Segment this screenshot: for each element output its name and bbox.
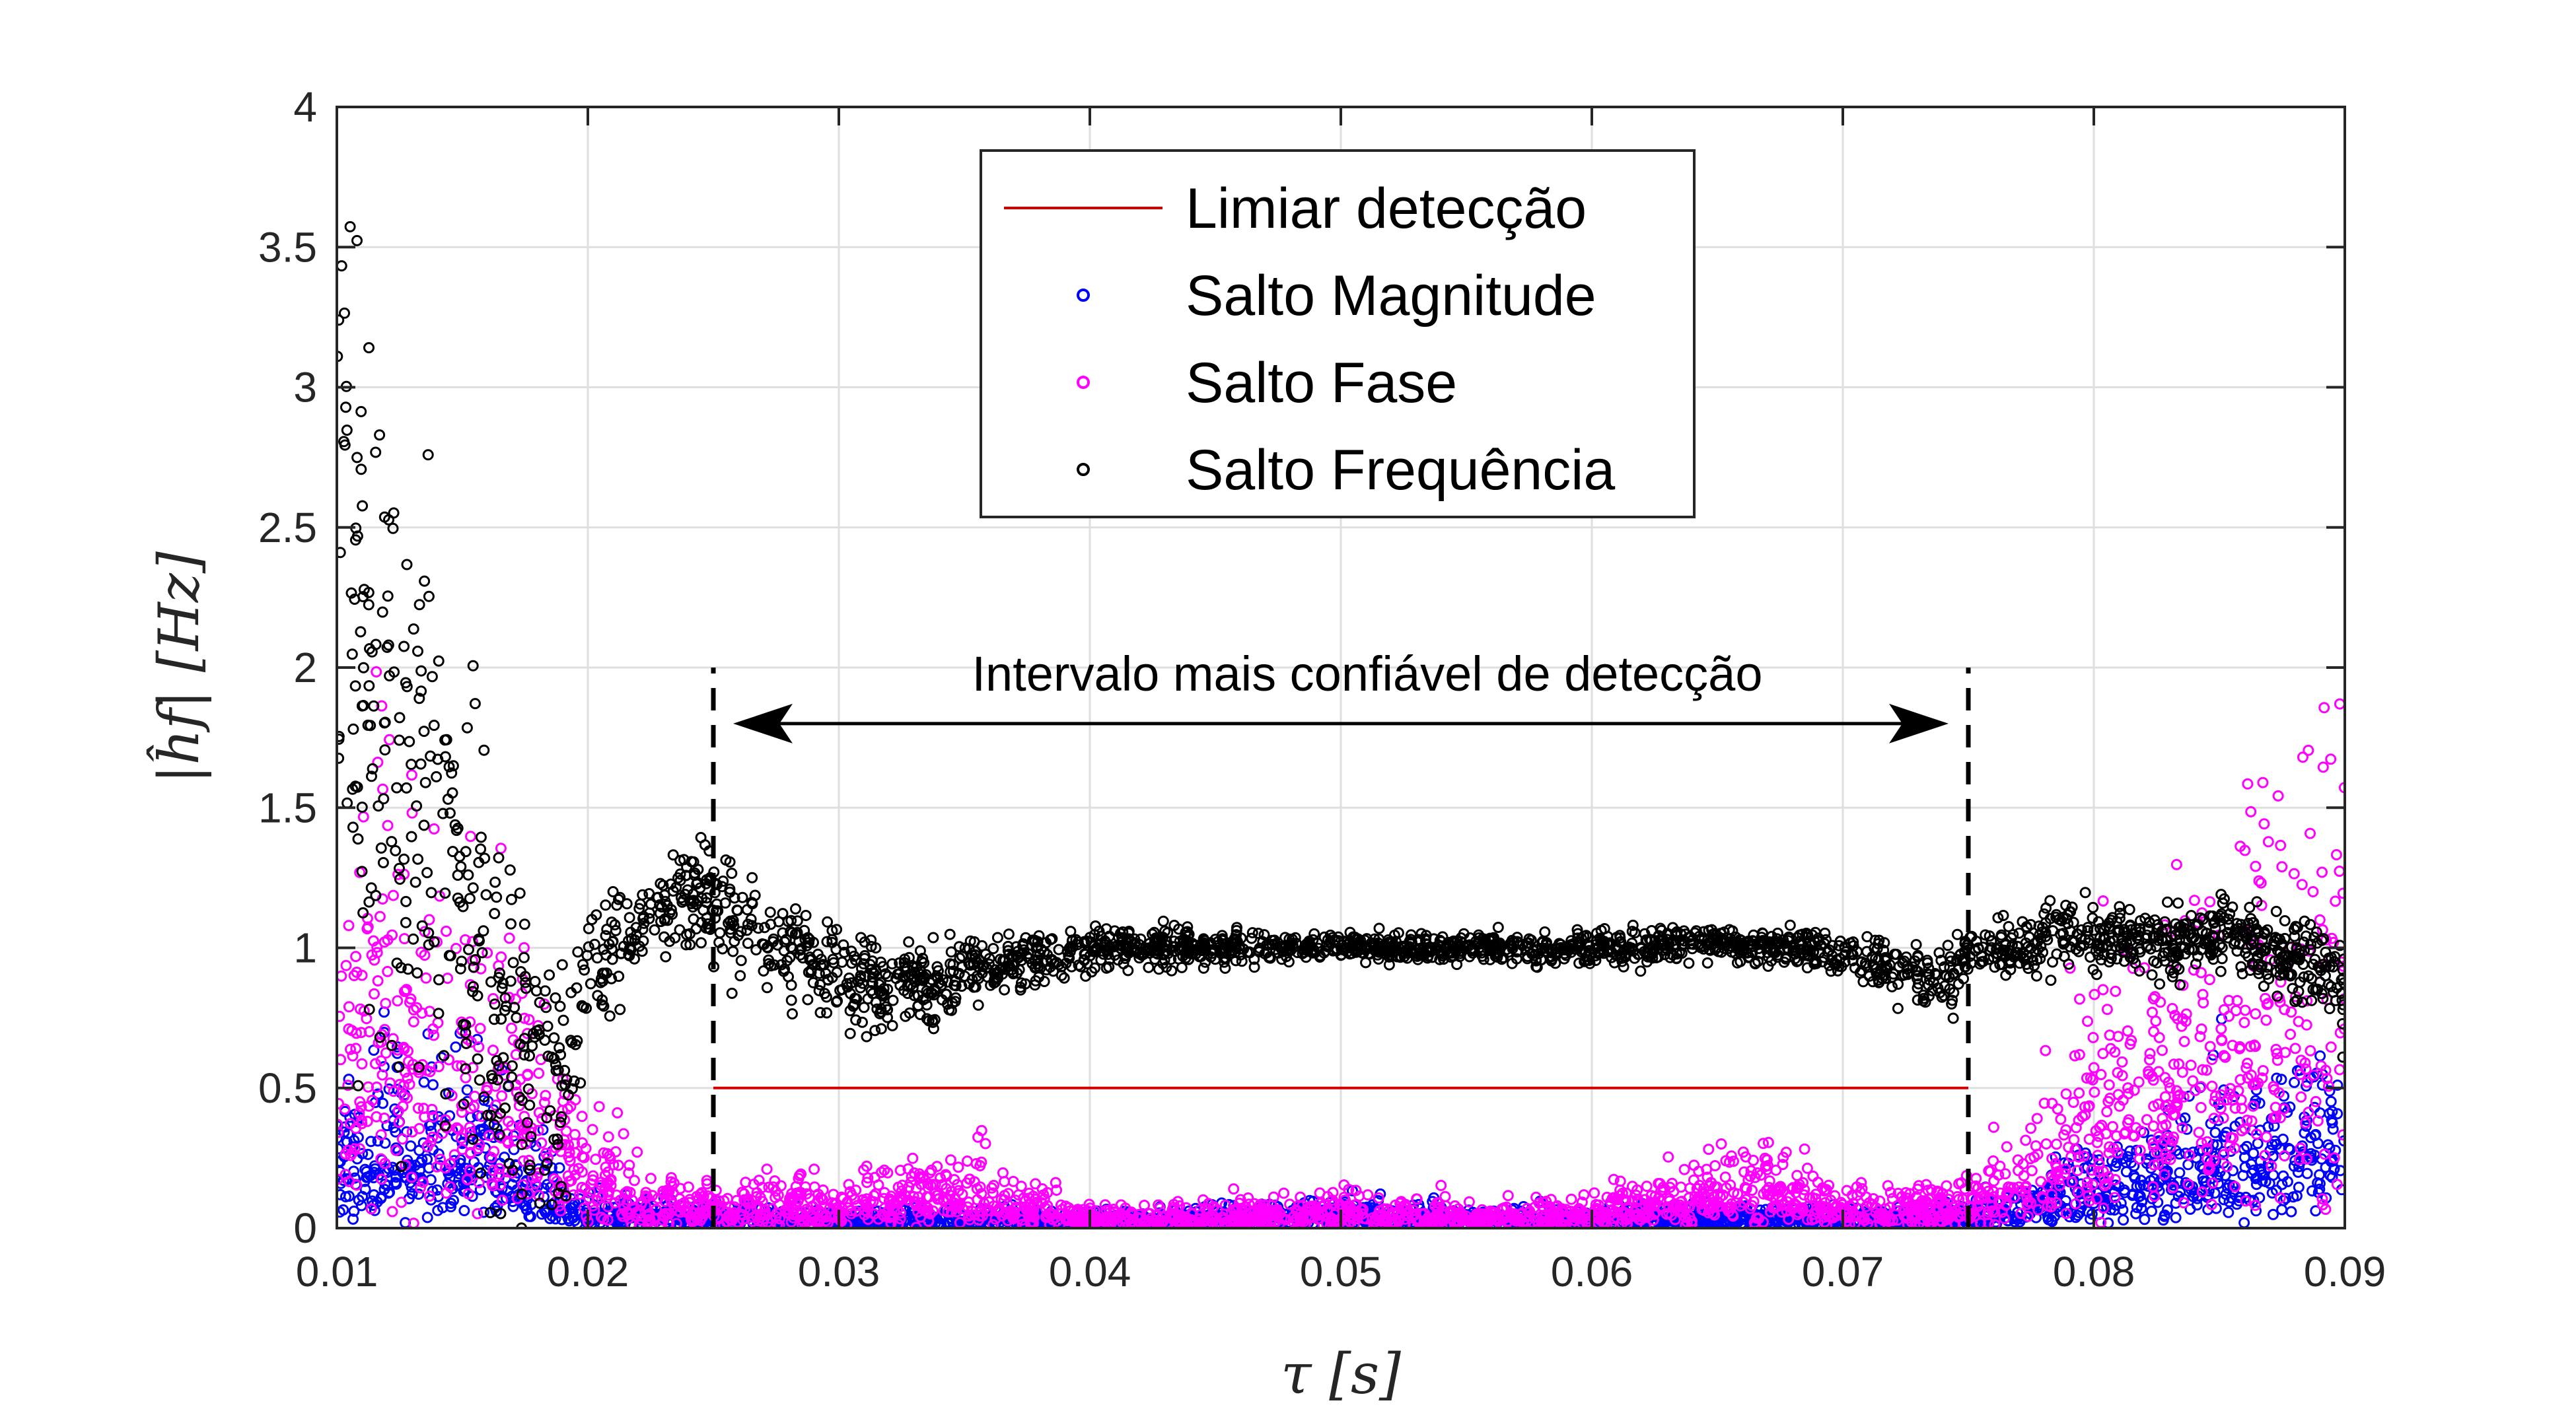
data-point [2212, 1178, 2224, 1189]
data-point [337, 1206, 345, 1218]
data-point [478, 1206, 489, 1218]
data-point [2172, 1176, 2184, 1187]
data-point [367, 1195, 378, 1207]
data-point [347, 1213, 359, 1225]
data-point [2307, 1185, 2318, 1197]
data-point [561, 1207, 573, 1219]
data-point [2325, 1095, 2337, 1107]
data-point [474, 1124, 486, 1136]
data-point [2248, 1148, 2260, 1159]
data-point [2115, 1197, 2127, 1209]
data-point [537, 1124, 549, 1136]
data-point [423, 1162, 435, 1174]
scatter-points [337, 221, 2345, 1228]
data-point [2266, 1139, 2278, 1150]
data-point [567, 1206, 579, 1218]
data-point [2070, 1212, 2082, 1223]
data-point [2250, 1205, 2262, 1217]
data-point [2185, 1184, 2197, 1196]
data-point [2211, 1139, 2223, 1151]
data-point [2332, 1108, 2343, 1120]
data-point [2239, 1161, 2251, 1173]
data-point [425, 1125, 437, 1137]
data-point [365, 1136, 377, 1148]
data-point [2086, 1208, 2098, 1220]
data-point [432, 1204, 444, 1216]
data-point [2291, 1190, 2303, 1202]
data-point [2326, 1114, 2338, 1126]
data-point [458, 1205, 470, 1216]
data-point [348, 1205, 360, 1217]
data-point [2246, 1158, 2257, 1170]
data-point [2334, 1165, 2345, 1177]
data-point [2141, 1153, 2153, 1165]
data-point [2159, 1209, 2170, 1221]
data-point [2268, 1208, 2279, 1220]
data-point [2276, 1179, 2288, 1190]
data-point [2223, 1206, 2235, 1218]
data-point [382, 1180, 394, 1191]
data-point [337, 1189, 346, 1200]
data-point [2209, 1126, 2221, 1138]
data-point [2009, 1216, 2021, 1227]
data-point [2218, 1194, 2230, 1206]
data-point [2184, 1203, 2196, 1215]
data-point [2223, 1179, 2235, 1191]
data-point [2280, 1192, 2292, 1204]
data-point [2314, 1178, 2326, 1190]
data-point [2170, 1212, 2182, 1223]
data-point [2275, 1074, 2287, 1086]
data-point [450, 1041, 462, 1053]
data-point [340, 1191, 351, 1202]
data-point [538, 1183, 550, 1194]
data-point [2330, 1144, 2342, 1156]
data-point [2130, 1208, 2142, 1220]
data-point [2139, 1214, 2151, 1225]
data-point [2248, 1194, 2260, 1206]
data-point [2281, 1176, 2293, 1188]
data-point [2175, 1115, 2187, 1126]
data-point [523, 1210, 535, 1222]
data-point [357, 1190, 369, 1202]
data-point [554, 1162, 565, 1174]
data-point [2093, 1154, 2105, 1166]
data-point [461, 1084, 473, 1096]
data-point [377, 1097, 388, 1109]
data-point [421, 1212, 433, 1223]
data-point [474, 1184, 486, 1196]
